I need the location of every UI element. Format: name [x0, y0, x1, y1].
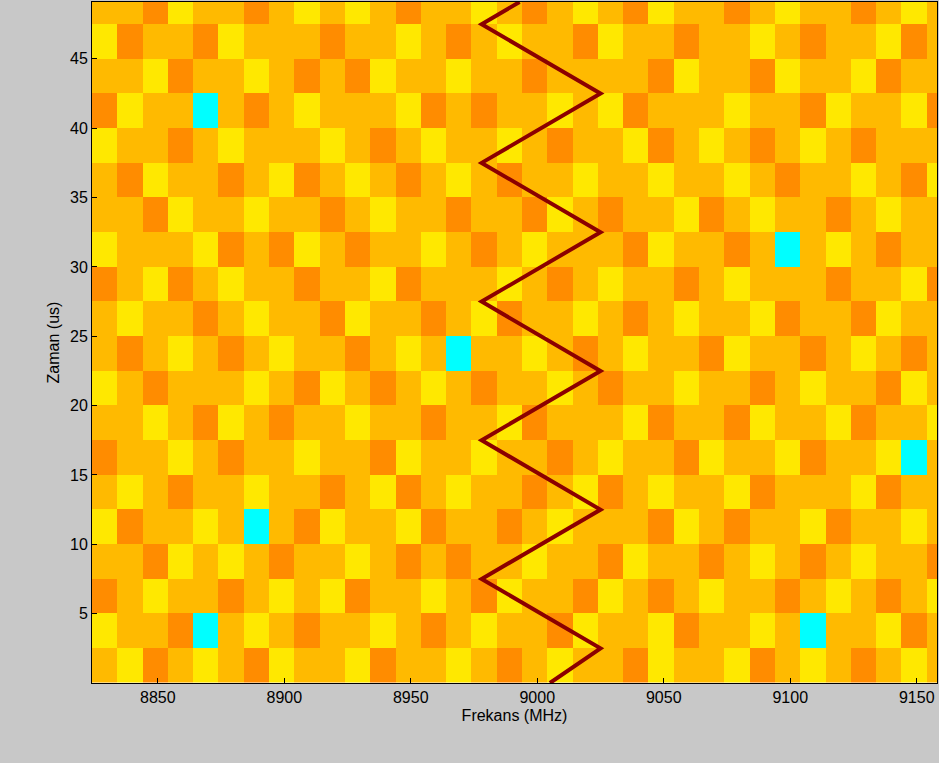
svg-text:30: 30 [70, 259, 88, 276]
svg-text:35: 35 [70, 189, 88, 206]
svg-text:45: 45 [70, 50, 88, 67]
svg-text:8950: 8950 [393, 689, 429, 706]
svg-text:8850: 8850 [140, 689, 176, 706]
svg-text:Frekans (MHz): Frekans (MHz) [462, 707, 568, 724]
svg-text:5: 5 [79, 605, 88, 622]
svg-text:8900: 8900 [266, 689, 302, 706]
svg-text:10: 10 [70, 536, 88, 553]
svg-text:15: 15 [70, 467, 88, 484]
svg-text:20: 20 [70, 397, 88, 414]
svg-text:9100: 9100 [772, 689, 808, 706]
svg-text:9050: 9050 [646, 689, 682, 706]
svg-text:40: 40 [70, 120, 88, 137]
svg-text:25: 25 [70, 328, 88, 345]
svg-text:Zaman (us): Zaman (us) [45, 302, 62, 384]
svg-text:9150: 9150 [899, 689, 935, 706]
svg-text:9000: 9000 [519, 689, 555, 706]
